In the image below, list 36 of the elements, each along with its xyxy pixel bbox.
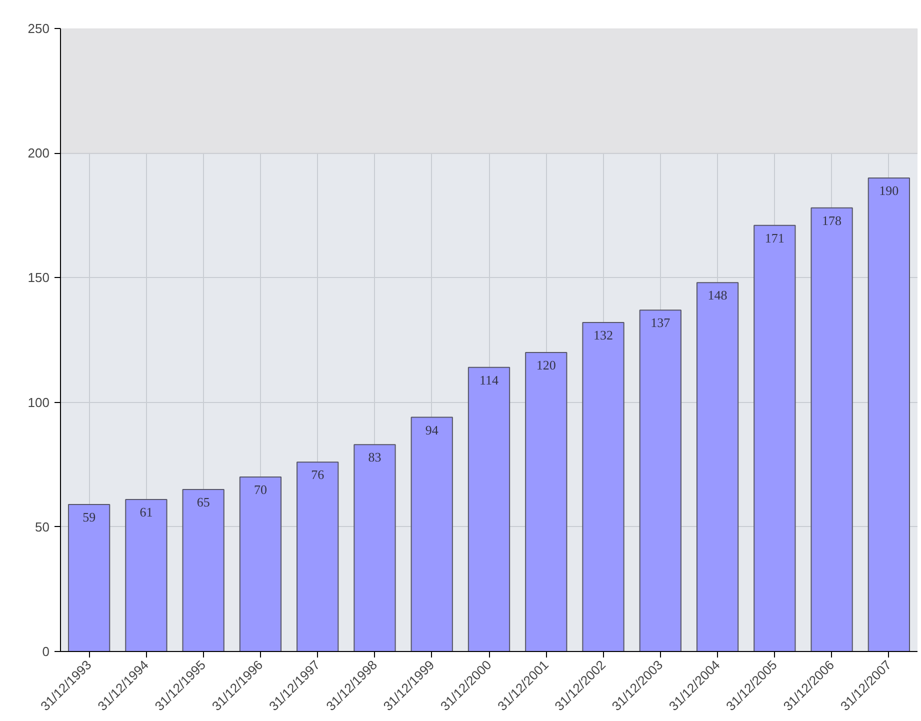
data-label: 76: [311, 467, 325, 482]
bar: [754, 224, 796, 652]
data-label: 120: [536, 357, 556, 372]
y-tick-label: 200: [28, 146, 50, 161]
data-label: 178: [822, 212, 842, 228]
bar: [468, 366, 510, 652]
bar: [810, 207, 853, 652]
bar: [696, 282, 739, 652]
bar: [868, 178, 910, 652]
data-label: 65: [196, 494, 210, 510]
bar: [354, 444, 396, 652]
bar: [182, 489, 224, 652]
y-tick-label: 100: [28, 394, 50, 410]
data-label: 114: [479, 372, 500, 388]
data-label: 59: [82, 509, 96, 524]
bar: [125, 498, 168, 652]
data-label: 61: [140, 504, 153, 520]
bar: [239, 476, 282, 652]
y-tick-label: 150: [28, 270, 50, 286]
data-label: 190: [879, 183, 899, 198]
data-label: 83: [368, 450, 382, 465]
data-label: 132: [594, 328, 614, 343]
data-label: 70: [254, 482, 267, 498]
data-label: 148: [708, 288, 728, 303]
data-label: 94: [425, 422, 439, 438]
y-tick-label: 50: [35, 519, 50, 534]
y-tick-label: 250: [28, 21, 50, 36]
bar: [410, 416, 453, 652]
bar: [582, 322, 624, 652]
data-label: 137: [650, 315, 671, 330]
data-label: 171: [764, 230, 784, 246]
bar: [525, 352, 568, 652]
y-tick-label: 0: [42, 644, 50, 659]
bar: [68, 504, 110, 652]
bar: [639, 310, 682, 652]
bar: [296, 462, 339, 652]
